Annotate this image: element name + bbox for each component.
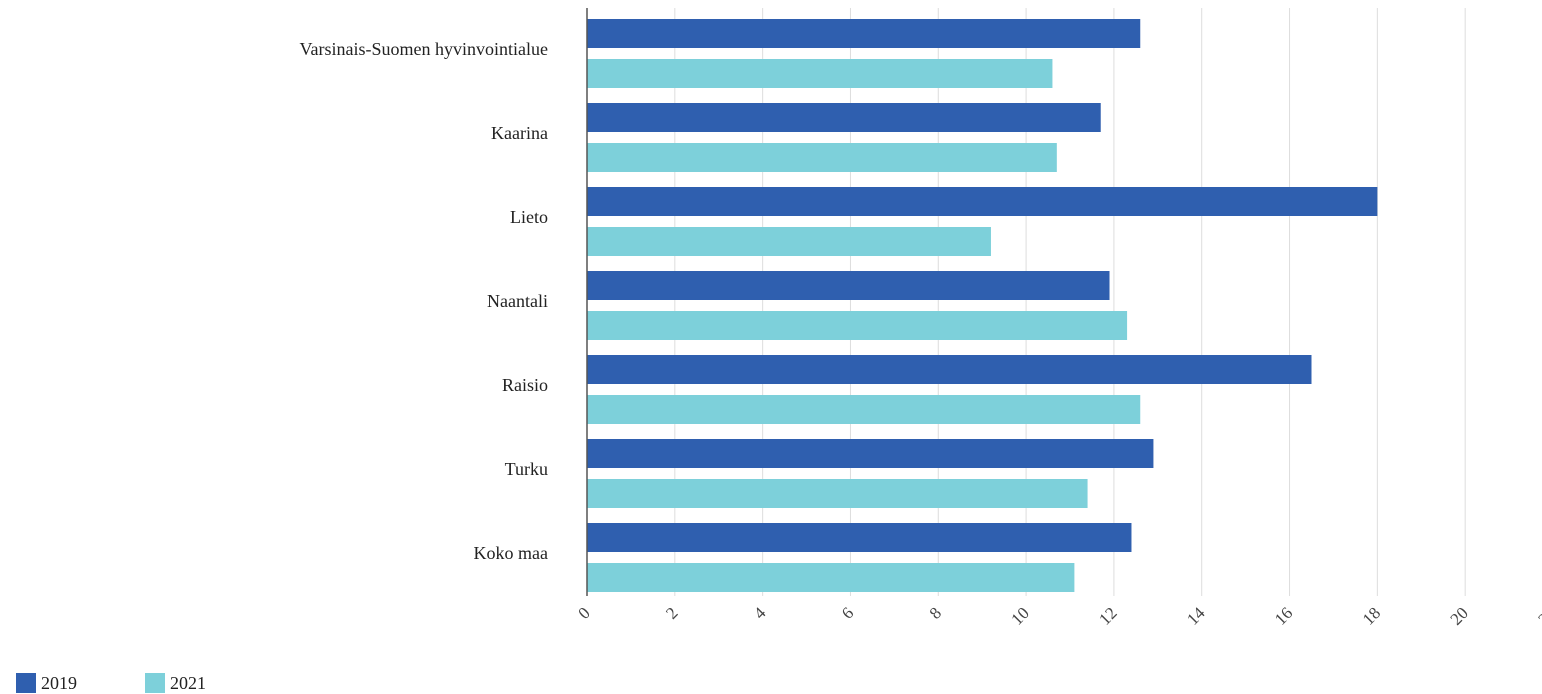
legend-swatch-2019 (16, 673, 36, 693)
category-label-4: Raisio (502, 375, 548, 395)
bar-2019-0 (587, 19, 1141, 48)
bar-2019-5 (587, 439, 1154, 468)
category-label-1: Kaarina (491, 123, 548, 143)
legend-swatch-2021 (145, 673, 165, 693)
bar-2021-6 (587, 563, 1075, 592)
category-label-3: Naantali (487, 291, 548, 311)
bars-layer (587, 19, 1378, 592)
legend-item-2021[interactable]: 2021 (145, 673, 206, 694)
bar-2021-5 (587, 479, 1088, 508)
tick-labels: 0 2 4 6 8 10 12 14 16 18 20 22 (574, 603, 1542, 629)
bar-2021-4 (587, 395, 1141, 424)
category-labels: Varsinais-Suomen hyvinvointialue Kaarina L… (300, 39, 548, 563)
category-label-6: Koko maa (474, 543, 548, 563)
category-label-2: Lieto (510, 207, 548, 227)
bar-2019-3 (587, 271, 1110, 300)
category-label-0: Varsinais-Suomen hyvinvointialue (300, 39, 548, 59)
x-tick-label-2: 2 (662, 603, 681, 622)
x-tick-label-12: 12 (1095, 603, 1120, 628)
x-tick-label-18: 18 (1359, 603, 1384, 628)
x-tick-label-22: 22 (1534, 603, 1542, 628)
legend-item-2019[interactable]: 2019 (16, 673, 77, 694)
bar-2021-0 (587, 59, 1053, 88)
x-tick-label-20: 20 (1447, 603, 1472, 628)
legend-label-2021: 2021 (170, 672, 206, 693)
bar-2021-1 (587, 143, 1057, 172)
legend-label-2019: 2019 (41, 672, 77, 693)
x-tick-label-4: 4 (750, 603, 770, 623)
bar-2019-1 (587, 103, 1101, 132)
x-tick-label-6: 6 (838, 603, 857, 622)
x-tick-label-0: 0 (574, 603, 593, 622)
category-label-5: Turku (505, 459, 548, 479)
x-tick-label-8: 8 (926, 603, 945, 622)
bar-2021-2 (587, 227, 991, 256)
bar-2021-3 (587, 311, 1128, 340)
bar-2019-2 (587, 187, 1378, 216)
bar-2019-6 (587, 523, 1132, 552)
legend: 2019 2021 (16, 672, 206, 694)
x-tick-label-10: 10 (1007, 603, 1032, 628)
x-tick-label-16: 16 (1271, 603, 1296, 628)
bar-2019-4 (587, 355, 1312, 384)
x-tick-label-14: 14 (1183, 603, 1209, 629)
